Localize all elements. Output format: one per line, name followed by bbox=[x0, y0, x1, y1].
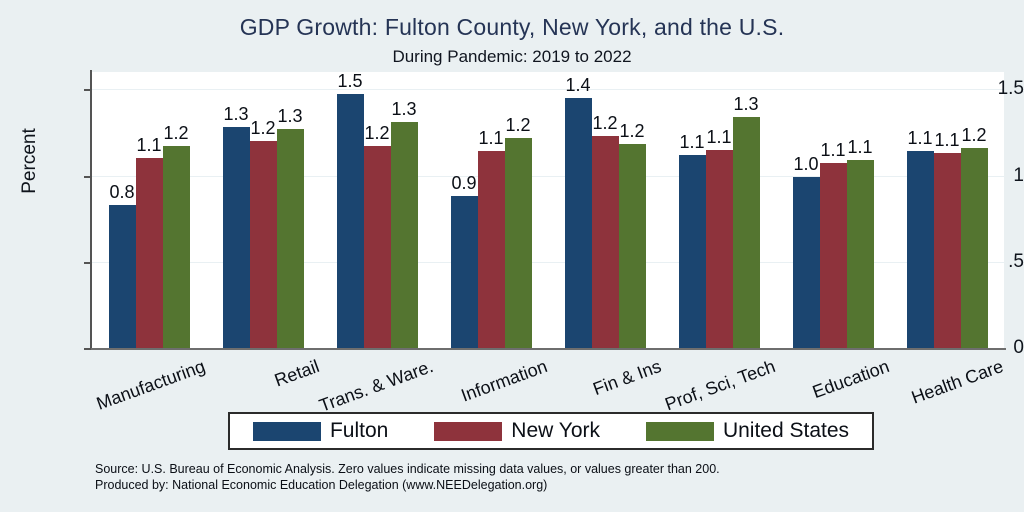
bar-value-label: 1.1 bbox=[478, 128, 504, 149]
bar-value-label: 1.1 bbox=[820, 140, 846, 161]
y-tick-label: 1 bbox=[1013, 164, 1024, 186]
y-tick-mark bbox=[84, 348, 91, 350]
footer-note: Source: U.S. Bureau of Economic Analysis… bbox=[95, 461, 720, 493]
y-tick-mark bbox=[84, 261, 91, 264]
bar-new-york bbox=[363, 146, 391, 348]
bar-united-states bbox=[162, 146, 190, 348]
bar-new-york bbox=[135, 158, 163, 348]
bar-value-label: 1.2 bbox=[961, 124, 987, 145]
bar-value-label: 1.2 bbox=[163, 123, 189, 144]
bar-value-label: 1.3 bbox=[391, 99, 417, 120]
bar-value-label: 1.2 bbox=[592, 112, 618, 133]
bar-united-states bbox=[618, 144, 646, 348]
legend-label: Fulton bbox=[329, 419, 389, 442]
bar-new-york bbox=[591, 135, 619, 348]
legend-item[interactable]: Fulton bbox=[252, 419, 389, 443]
bar-fulton bbox=[564, 97, 592, 348]
bar-value-label: 0.8 bbox=[109, 181, 135, 202]
bar-value-label: 0.9 bbox=[451, 173, 477, 194]
x-axis-line bbox=[90, 348, 1006, 350]
bar-fulton bbox=[678, 154, 706, 348]
bar-value-label: 1.2 bbox=[619, 121, 645, 142]
bar-united-states bbox=[846, 159, 874, 348]
bar-value-label: 1.1 bbox=[136, 135, 162, 156]
bar-value-label: 1.1 bbox=[706, 126, 732, 147]
bar-value-label: 1.3 bbox=[277, 105, 303, 126]
bar-new-york bbox=[249, 141, 277, 348]
bar-value-label: 1.0 bbox=[793, 154, 819, 175]
y-axis-title: Percent bbox=[19, 128, 40, 194]
bar-fulton bbox=[450, 196, 478, 348]
bar-value-label: 1.4 bbox=[565, 74, 591, 95]
bar-fulton bbox=[906, 151, 934, 348]
y-tick-mark bbox=[84, 89, 91, 92]
bar-new-york bbox=[933, 153, 961, 348]
bar-new-york bbox=[477, 151, 505, 348]
legend-swatch-icon bbox=[252, 421, 321, 441]
bar-fulton bbox=[336, 94, 364, 348]
bar-united-states bbox=[732, 116, 760, 348]
footer-source: Source: U.S. Bureau of Economic Analysis… bbox=[95, 462, 720, 476]
footer-produced-by: Produced by: National Economic Education… bbox=[95, 478, 548, 492]
y-tick-mark bbox=[84, 175, 91, 178]
bar-value-label: 1.2 bbox=[250, 118, 276, 138]
gridline bbox=[92, 89, 1004, 91]
bar-fulton bbox=[222, 127, 250, 348]
bar-value-label: 1.2 bbox=[364, 123, 390, 144]
bar-value-label: 1.1 bbox=[679, 131, 705, 152]
bar-value-label: 1.1 bbox=[934, 130, 960, 151]
y-tick-label: 0 bbox=[1013, 337, 1024, 358]
bar-value-label: 1.1 bbox=[847, 136, 873, 157]
y-axis-line bbox=[90, 70, 92, 350]
chart-subtitle: During Pandemic: 2019 to 2022 bbox=[392, 47, 632, 66]
bar-value-label: 1.5 bbox=[337, 71, 363, 92]
legend-label: New York bbox=[511, 419, 600, 442]
bar-value-label: 1.3 bbox=[733, 93, 759, 114]
bar-new-york bbox=[819, 163, 847, 348]
legend-swatch-icon bbox=[645, 421, 714, 441]
legend-item[interactable]: New York bbox=[434, 419, 600, 443]
legend-swatch-icon bbox=[434, 421, 503, 441]
bar-united-states bbox=[276, 128, 304, 348]
y-tick-label: .5 bbox=[1008, 250, 1024, 272]
bar-value-label: 1.3 bbox=[223, 104, 249, 125]
bar-value-label: 1.1 bbox=[907, 128, 933, 149]
chart-legend: Fulton New York United States bbox=[228, 412, 874, 450]
legend-label: United States bbox=[722, 419, 850, 442]
bar-united-states bbox=[504, 137, 532, 348]
bar-fulton bbox=[108, 204, 136, 348]
bar-fulton bbox=[792, 177, 820, 348]
bar-value-label: 1.2 bbox=[505, 114, 531, 135]
bar-united-states bbox=[960, 147, 988, 348]
bar-new-york bbox=[705, 149, 733, 348]
y-tick-label: 1.5 bbox=[997, 78, 1024, 100]
gridline bbox=[92, 175, 1004, 177]
plot-area: 0.8 1.1 1.2 1.3 1.2 1.3 1.5 1.2 1.3 0.9 1.1 1.2 1.4 1… bbox=[92, 71, 1004, 348]
chart-title: GDP Growth: Fulton County, New York, and… bbox=[239, 14, 785, 40]
gridline bbox=[92, 261, 1004, 263]
legend-item[interactable]: United States bbox=[645, 419, 850, 443]
bar-united-states bbox=[390, 122, 418, 348]
